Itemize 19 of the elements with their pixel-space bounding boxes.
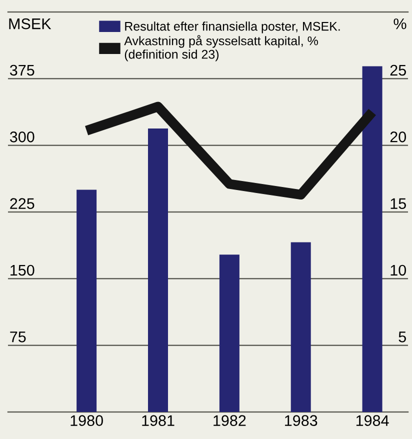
x-tick-label: 1981 — [142, 415, 174, 426]
y-tick-label: 150 — [10, 264, 34, 276]
legend-label: Avkastning på sysselsatt kapital, % (definition sid 23) — [124, 35, 318, 62]
y2-tick-label: 5 — [398, 332, 406, 342]
y2-tick-label: 15 — [390, 198, 406, 209]
y-axis-title: MSEK — [9, 18, 52, 30]
x-tick-label: 1982 — [214, 415, 246, 426]
y2-tick-label: 25 — [390, 64, 406, 76]
y2-axis-title: % — [394, 18, 406, 30]
y2-tick-label: 10 — [390, 264, 406, 276]
y-tick-label: 300 — [10, 131, 34, 142]
y-tick-label: 75 — [10, 332, 26, 342]
x-tick-label: 1984 — [356, 415, 389, 426]
x-tick-label: 1983 — [285, 415, 318, 426]
y-tick-label: 225 — [10, 198, 34, 209]
legend-label: Resultat efter finansiella poster, MSEK. — [125, 22, 340, 34]
y2-tick-label: 20 — [390, 131, 406, 142]
y-tick-label: 375 — [10, 64, 34, 76]
x-tick-label: 1980 — [70, 415, 103, 426]
